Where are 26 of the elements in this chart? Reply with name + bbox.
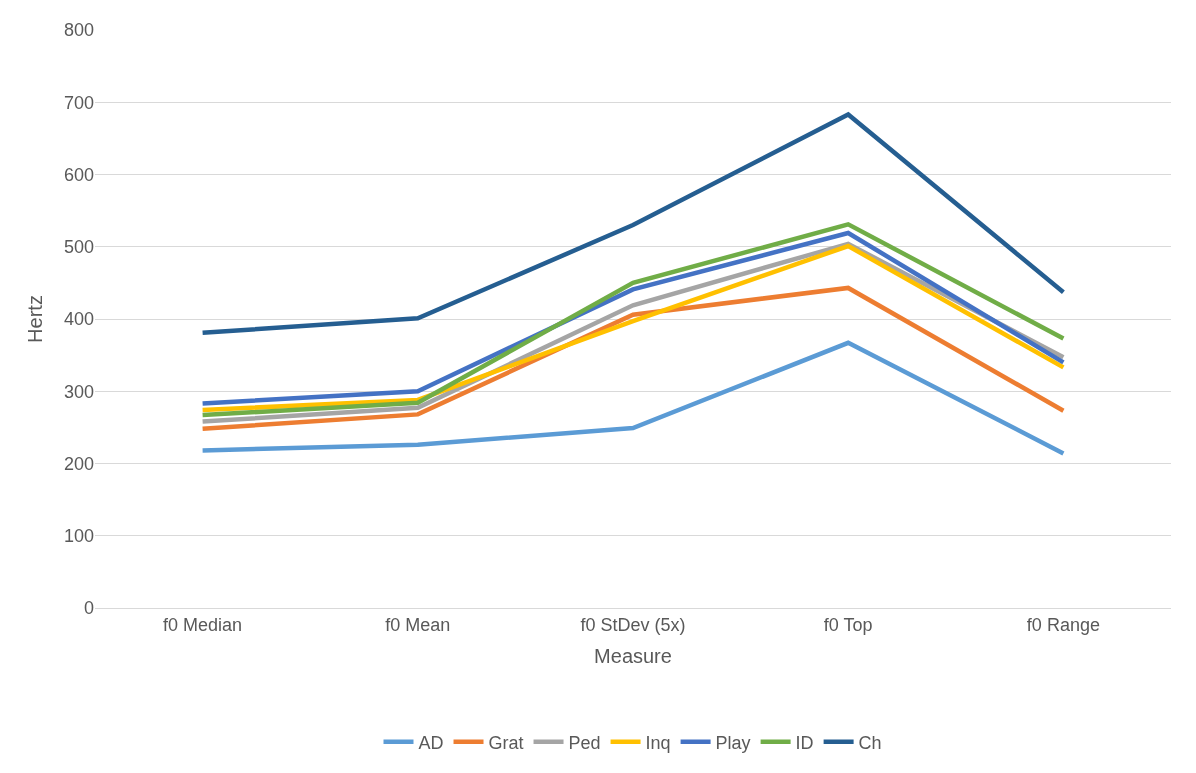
x-tick-label: f0 Median <box>163 614 243 635</box>
legend-label: Inq <box>645 732 671 753</box>
y-tick-label: 600 <box>63 164 94 185</box>
y-tick-label: 500 <box>63 237 94 258</box>
y-tick-label: 0 <box>83 598 94 619</box>
y-axis-title: Hertz <box>24 295 47 343</box>
x-tick-label: f0 Range <box>1026 614 1100 635</box>
x-tick-label: f0 StDev (5x) <box>580 614 686 635</box>
legend-label: AD <box>418 732 444 753</box>
x-tick-label: f0 Mean <box>385 614 451 635</box>
y-tick-label: 700 <box>63 92 94 113</box>
legend-label: Ped <box>568 732 601 753</box>
y-tick-label: 100 <box>63 526 94 547</box>
legend-label: ID <box>795 732 814 753</box>
legend-label: Ch <box>858 732 882 753</box>
line-series <box>200 285 1066 432</box>
legend-label: Grat <box>488 732 524 753</box>
legend-label: Play <box>715 732 751 753</box>
line-series <box>200 112 1066 335</box>
y-tick-label: 200 <box>63 453 94 474</box>
line-series <box>200 340 1066 456</box>
x-tick-label: f0 Top <box>823 614 873 635</box>
x-axis-title: Measure <box>594 645 672 668</box>
y-tick-label: 800 <box>63 20 94 41</box>
y-tick-label: 300 <box>63 381 94 402</box>
y-tick-label: 400 <box>63 309 94 330</box>
